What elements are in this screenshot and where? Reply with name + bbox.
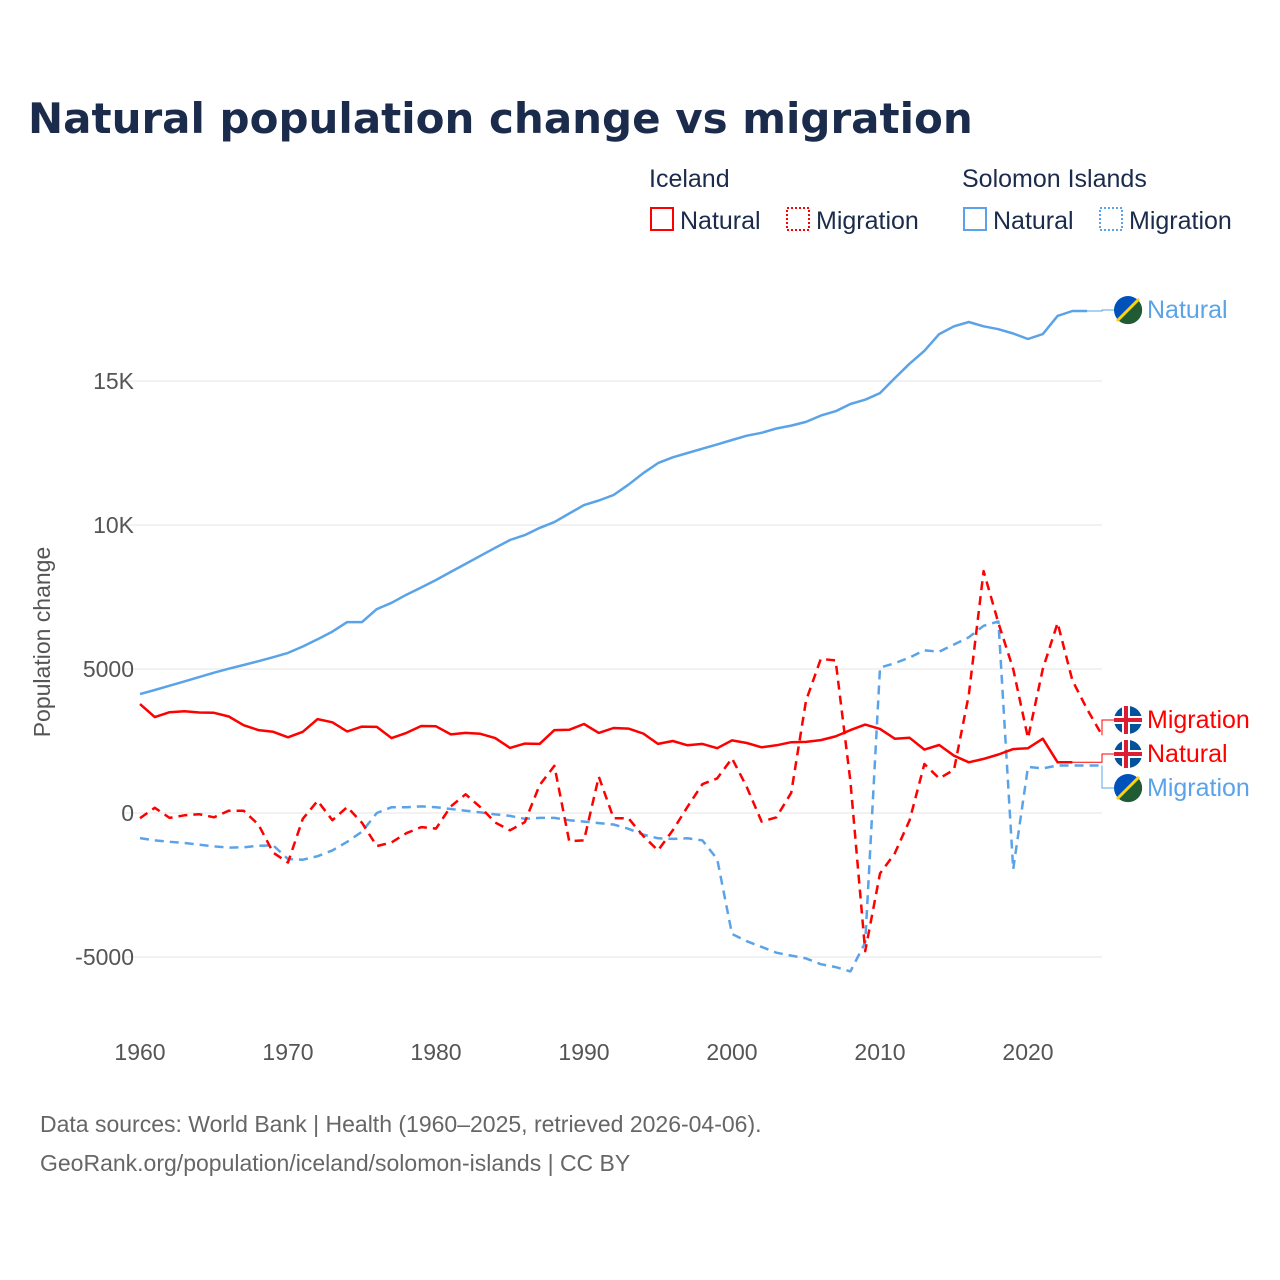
x-tick-label: 1970 bbox=[262, 1039, 313, 1065]
x-tick-label: 1960 bbox=[114, 1039, 165, 1065]
end-label-solomon-islands-natural: Natural bbox=[1147, 296, 1228, 324]
end-label-solomon-islands-migration: Migration bbox=[1147, 774, 1250, 802]
legend-item-solomon-migration[interactable]: Migration bbox=[1129, 207, 1232, 235]
legend-swatch-iceland-migration bbox=[786, 207, 810, 231]
end-labels: Natural Migration Natural Migration bbox=[1072, 296, 1250, 803]
x-tick-label: 2020 bbox=[1002, 1039, 1053, 1065]
y-tick-label: 0 bbox=[121, 800, 134, 826]
legend-group-title-iceland: Iceland bbox=[649, 165, 730, 193]
y-tick-label: -5000 bbox=[75, 944, 134, 970]
end-label-iceland-natural: Natural bbox=[1147, 740, 1228, 768]
footer-source: Data sources: World Bank | Health (1960–… bbox=[40, 1111, 762, 1137]
series-line-solomon-islands-natural[interactable] bbox=[139, 309, 1088, 696]
chart-title: Natural population change vs migration bbox=[28, 94, 973, 143]
solomon-islands-flag-icon bbox=[1114, 296, 1143, 325]
x-axis: 1960 1970 1980 1990 2000 2010 2020 bbox=[114, 1039, 1053, 1065]
footer-link[interactable]: GeoRank.org/population/iceland/solomon-i… bbox=[40, 1150, 630, 1176]
end-label-iceland-migration: Migration bbox=[1147, 706, 1250, 734]
gridlines bbox=[125, 380, 1102, 958]
label-connector bbox=[1087, 309, 1114, 312]
iceland-flag-icon bbox=[1114, 706, 1142, 734]
legend-item-iceland-migration[interactable]: Migration bbox=[816, 207, 919, 235]
label-connector bbox=[1072, 753, 1114, 763]
legend: Iceland Natural Migration Solomon Island… bbox=[649, 165, 1232, 235]
series-line-solomon-islands-migration[interactable] bbox=[139, 620, 1102, 973]
x-tick-label: 2000 bbox=[706, 1039, 757, 1065]
iceland-flag-icon bbox=[1114, 740, 1142, 768]
y-tick-label: 5000 bbox=[83, 656, 134, 682]
y-tick-label: 10K bbox=[93, 512, 135, 538]
label-connector bbox=[1101, 765, 1114, 789]
legend-swatch-solomon-migration bbox=[1099, 207, 1123, 231]
x-tick-label: 2010 bbox=[854, 1039, 905, 1065]
legend-item-solomon-natural[interactable]: Natural bbox=[993, 207, 1074, 235]
y-axis-label: Population change bbox=[29, 547, 55, 738]
label-connector bbox=[1101, 719, 1114, 736]
x-tick-label: 1990 bbox=[558, 1039, 609, 1065]
legend-item-iceland-natural[interactable]: Natural bbox=[680, 207, 761, 235]
y-tick-label: 15K bbox=[93, 368, 135, 394]
x-tick-label: 1980 bbox=[410, 1039, 461, 1065]
solomon-islands-flag-icon bbox=[1114, 774, 1143, 803]
legend-swatch-iceland-natural bbox=[650, 207, 674, 231]
legend-swatch-solomon-natural bbox=[963, 207, 987, 231]
series-line-iceland-migration[interactable] bbox=[139, 569, 1104, 953]
series-line-iceland-natural[interactable] bbox=[139, 703, 1073, 764]
series-lines bbox=[139, 309, 1104, 973]
legend-group-title-solomon: Solomon Islands bbox=[962, 165, 1147, 193]
y-axis: -5000 0 5000 10K 15K bbox=[75, 368, 134, 970]
